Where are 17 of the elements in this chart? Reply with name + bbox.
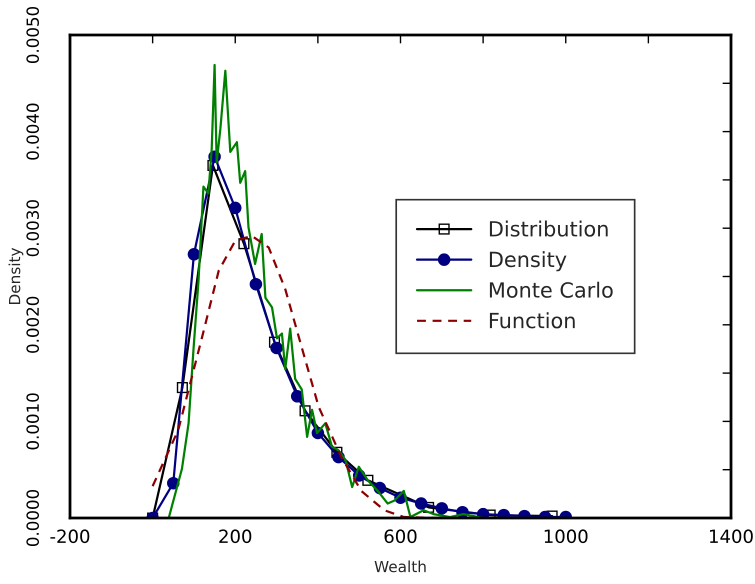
x-tick-label: 1400 (710, 529, 753, 544)
x-tick-label: 600 (384, 529, 417, 544)
y-tick-label: 0.0010 (26, 393, 39, 450)
legend-label: Distribution (490, 220, 608, 237)
x-tick-label: 1000 (544, 529, 588, 544)
legend-label: Function (490, 312, 575, 328)
y-tick-label: 0.0030 (26, 200, 39, 256)
y-tick-label: 0.0000 (26, 490, 39, 546)
y-axis-title: Density (8, 248, 24, 304)
x-tick-label: 200 (219, 529, 252, 544)
legend-label: Monte Carlo (490, 282, 613, 298)
x-tick-label: -200 (50, 529, 90, 544)
y-tick-label: 0.0040 (26, 104, 39, 160)
y-tick-label: 0.0050 (26, 6, 39, 64)
y-tick-label: 0.0020 (26, 296, 39, 353)
x-axis-title: Wealth (374, 560, 426, 572)
legend-label: Density (490, 251, 566, 272)
